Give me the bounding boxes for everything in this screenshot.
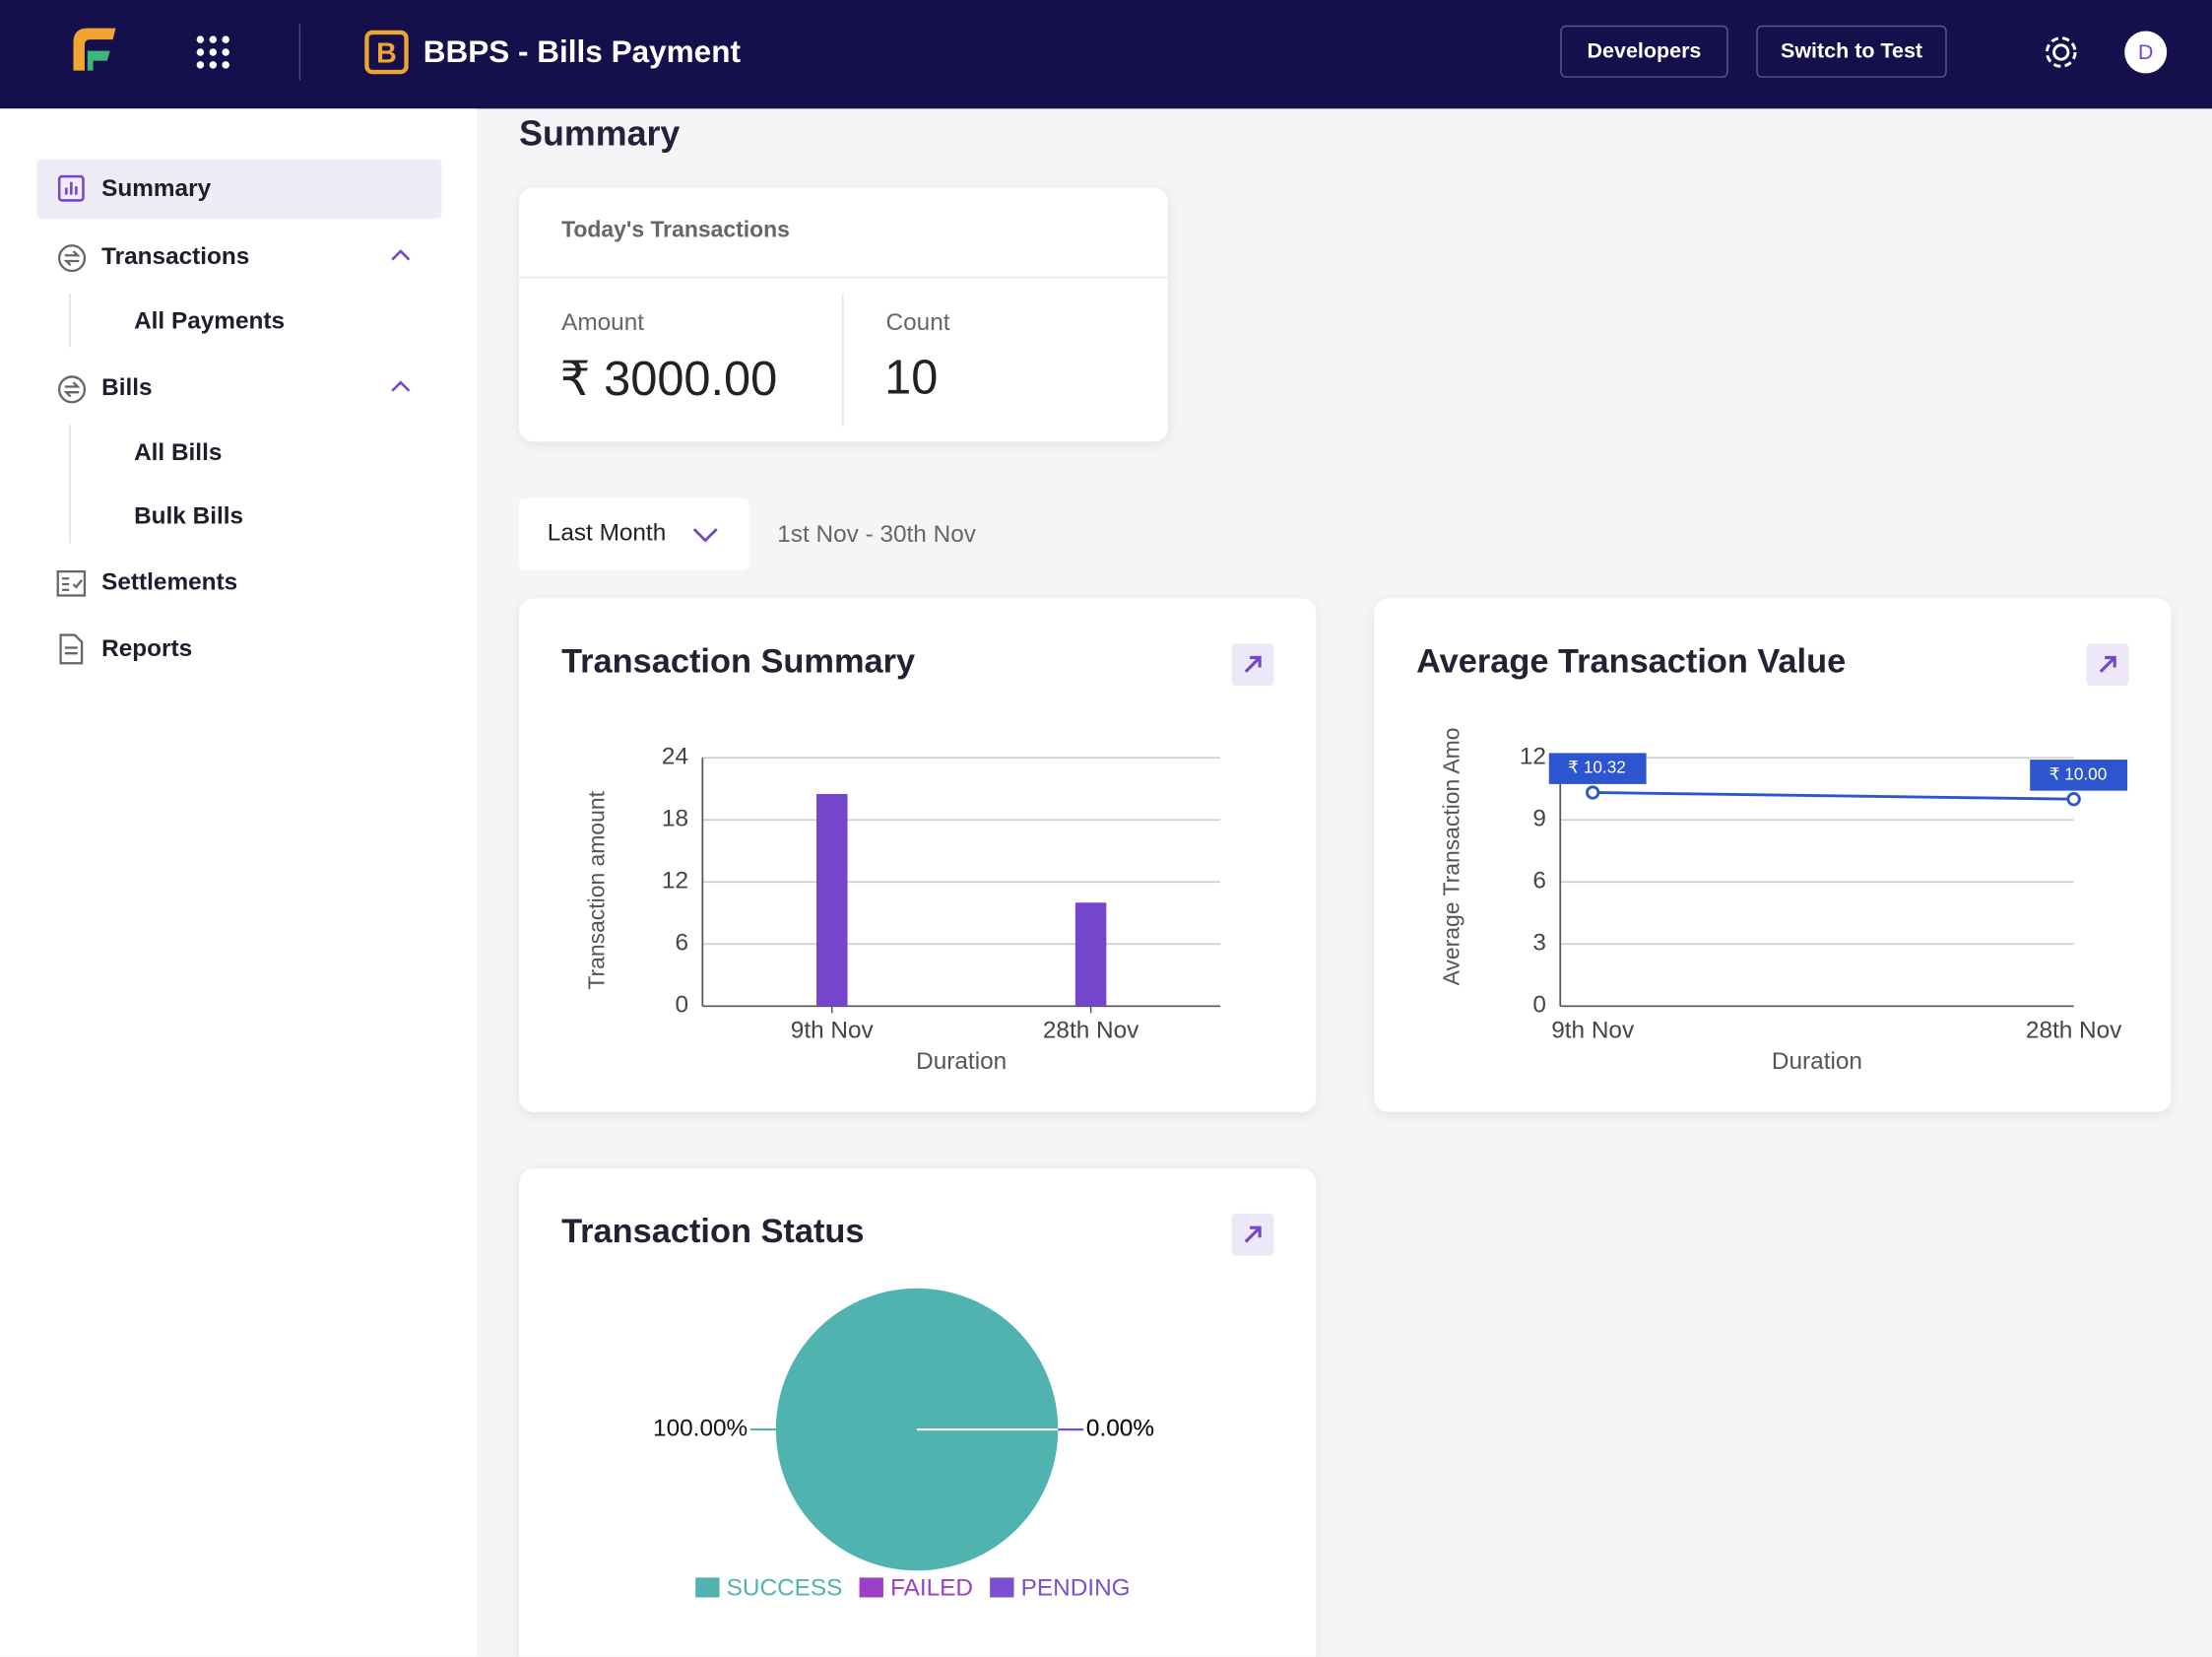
nav-subitem[interactable]: Bulk Bills: [134, 501, 244, 530]
y-tick-label: 24: [662, 744, 688, 770]
chart-title: Transaction Status: [561, 1213, 864, 1250]
chart-title: Average Transaction Value: [1416, 642, 1846, 680]
y-tick-label: 12: [662, 868, 688, 895]
count-label: Count: [885, 308, 950, 336]
nav-item[interactable]: Settlements: [36, 554, 441, 613]
y-axis-label: Average Transaction Amo: [1438, 728, 1464, 986]
chevron-up[interactable]: [391, 379, 411, 393]
bar: [816, 793, 848, 1007]
y-tick-label: 3: [1532, 930, 1546, 957]
y-axis-label: Transaction amount: [583, 790, 609, 989]
y-tick-label: 12: [1520, 744, 1546, 770]
legend-swatch: [990, 1577, 1014, 1598]
legend-swatch: [695, 1577, 720, 1598]
chevron-up[interactable]: [391, 248, 411, 262]
nav-icon: [59, 633, 84, 665]
nav-item[interactable]: Bills: [36, 359, 441, 418]
app-title: BBPS - Bills Payment: [423, 33, 741, 70]
nav-icon: [56, 569, 87, 597]
tree-line: [69, 425, 71, 544]
amount-label: Amount: [561, 308, 645, 336]
x-tick-label: 28th Nov: [2026, 1018, 2122, 1044]
nav-icon: [58, 375, 87, 404]
y-tick-label: 9: [1532, 806, 1546, 832]
value-label: ₹ 10.32: [1568, 758, 1626, 777]
line-chart: Average Transaction Value 0 3 6 9 12 Duration…: [1416, 642, 2129, 1075]
divider: [519, 276, 1169, 279]
apps-menu[interactable]: [196, 35, 232, 72]
data-label: 100.00%: [653, 1415, 748, 1441]
top-bar: B BBPS - Bills Payment Developers Switch…: [0, 0, 2212, 109]
legend-label: PENDING: [1021, 1574, 1131, 1601]
bar: [1074, 902, 1107, 1007]
nav-subitem[interactable]: All Payments: [134, 307, 286, 335]
expand-button[interactable]: [1231, 1213, 1274, 1256]
bbps-logo: B: [364, 30, 409, 75]
divider: [842, 293, 844, 427]
nav-label: Transactions: [101, 242, 250, 270]
page-title: Summary: [519, 114, 681, 155]
pie-chart: Transaction Status 100.00% 0.00%0.00%SUCC…: [561, 1213, 1274, 1601]
tree-line: [69, 293, 71, 348]
date-range: 1st Nov - 30th Nov: [777, 520, 976, 548]
count-value: 10: [884, 351, 939, 406]
legend-swatch: [859, 1577, 883, 1598]
point: [1586, 785, 1600, 800]
nav-icon: [57, 174, 85, 202]
chart-card: Average Transaction Value 0 3 6 9 12 Duration…: [1374, 598, 2172, 1112]
bar-chart: Transaction Summary 0 6 12 18 24 Duration Tran…: [561, 642, 1274, 1075]
chart-title: Transaction Summary: [561, 642, 915, 680]
nav-item[interactable]: Reports: [36, 620, 441, 679]
switch-to-test-button[interactable]: Switch to Test: [1756, 25, 1947, 78]
data-label: 0.00%: [1086, 1415, 1154, 1441]
legend-label: SUCCESS: [727, 1574, 843, 1601]
period-dropdown[interactable]: Last Month: [519, 497, 749, 570]
data-label: 0.00%: [1086, 1415, 1154, 1441]
nav-subitem[interactable]: All Bills: [134, 438, 223, 466]
value-label-box: [2030, 760, 2128, 791]
sidebar: Summary Transactions All Payments Bills …: [0, 108, 478, 1657]
chevron-down: [692, 528, 718, 543]
nav-label: Settlements: [101, 568, 238, 596]
dropdown-label: Last Month: [547, 519, 667, 547]
value-label-box: [1548, 753, 1647, 784]
x-tick-label: 9th Nov: [1551, 1018, 1635, 1044]
y-tick-label: 18: [662, 806, 688, 832]
x-tick-label: 28th Nov: [1043, 1018, 1139, 1044]
y-tick-label: 0: [1532, 992, 1546, 1019]
value-label: ₹ 10.00: [2049, 763, 2108, 783]
amount-value: ₹ 3000.00: [559, 353, 778, 407]
nav-label: Reports: [101, 634, 193, 662]
y-tick-label: 6: [675, 930, 688, 957]
y-tick-label: 0: [675, 992, 688, 1019]
line: [1593, 791, 2074, 801]
logo: [73, 28, 116, 71]
x-axis-label: Duration: [916, 1048, 1007, 1075]
nav-item[interactable]: Transactions: [36, 228, 441, 287]
x-tick-label: 9th Nov: [791, 1018, 875, 1044]
card-title: Today's Transactions: [561, 219, 790, 243]
settings-icon[interactable]: [2040, 32, 2082, 74]
developers-button[interactable]: Developers: [1560, 25, 1728, 78]
y-tick-label: 6: [1532, 868, 1546, 895]
nav-icon: [58, 244, 87, 273]
nav-label: Bills: [101, 373, 153, 401]
x-axis-label: Duration: [1772, 1048, 1862, 1075]
divider: [298, 24, 301, 81]
avatar[interactable]: D: [2124, 31, 2168, 74]
nav-label: Summary: [101, 174, 212, 202]
expand-button[interactable]: [1231, 643, 1274, 687]
chart-card: Transaction Summary 0 6 12 18 24 Duration Tran…: [519, 598, 1317, 1112]
nav-item[interactable]: Summary: [36, 159, 442, 220]
chart-card: Transaction Status 100.00% 0.00% 0.00% SUCC…: [519, 1168, 1317, 1657]
todays-transactions-card: Today's Transactions Amount ₹ 3000.00 Co…: [519, 187, 1169, 442]
expand-button[interactable]: [2086, 643, 2129, 687]
legend-label: FAILED: [890, 1574, 973, 1601]
svg-text:B: B: [376, 37, 397, 69]
point: [2066, 792, 2081, 807]
